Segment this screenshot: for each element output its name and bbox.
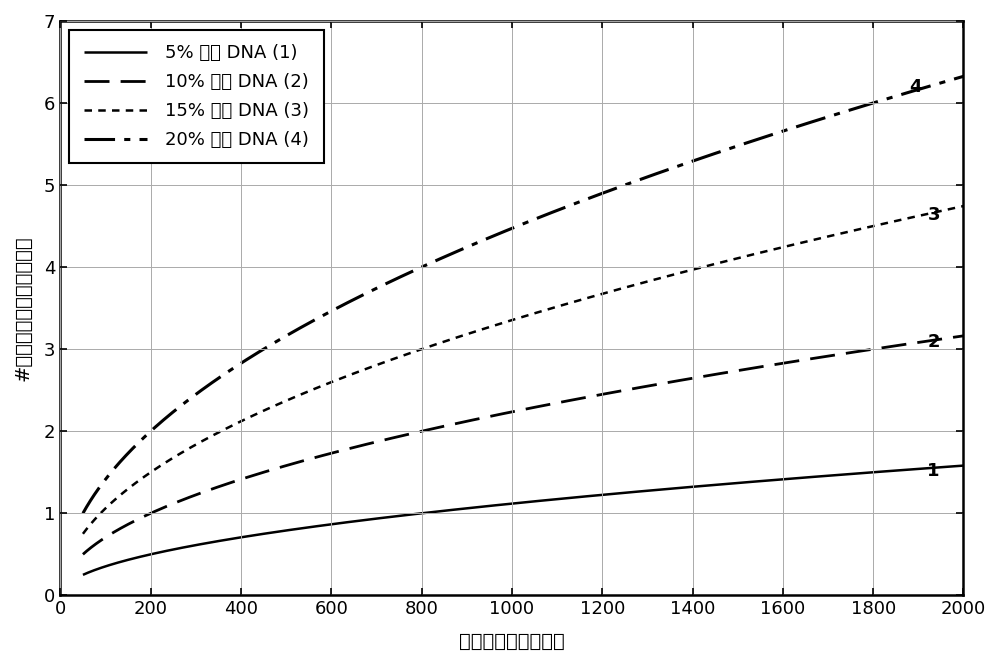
20% 胎儿 DNA (4) [505, 225, 517, 233]
5% 胎儿 DNA (1) [482, 502, 494, 510]
Line: 20% 胎儿 DNA (4): 20% 胎儿 DNA (4) [83, 76, 963, 513]
20% 胎儿 DNA (4) [770, 129, 782, 137]
5% 胎儿 DNA (1) [770, 476, 782, 484]
10% 胎儿 DNA (2) [932, 336, 944, 344]
10% 胎儿 DNA (2) [77, 551, 89, 559]
15% 胎儿 DNA (3) [932, 207, 944, 215]
15% 胎儿 DNA (3) [931, 207, 943, 215]
5% 胎儿 DNA (1) [931, 464, 943, 471]
Text: 4: 4 [909, 78, 922, 96]
10% 胎儿 DNA (2) [482, 413, 494, 421]
15% 胎儿 DNA (3) [957, 202, 969, 210]
Line: 10% 胎儿 DNA (2): 10% 胎儿 DNA (2) [83, 336, 963, 555]
Y-axis label: #理论上可实现的标准偏差: #理论上可实现的标准偏差 [14, 235, 33, 381]
Legend: 5% 胎儿 DNA (1), 10% 胎儿 DNA (2), 15% 胎儿 DNA (3), 20% 胎儿 DNA (4): 5% 胎儿 DNA (1), 10% 胎儿 DNA (2), 15% 胎儿 DN… [69, 30, 324, 164]
20% 胎儿 DNA (4) [122, 450, 134, 458]
5% 胎儿 DNA (1) [957, 462, 969, 469]
15% 胎儿 DNA (3) [770, 245, 782, 253]
20% 胎儿 DNA (4) [931, 80, 943, 88]
15% 胎儿 DNA (3) [482, 324, 494, 332]
10% 胎儿 DNA (2) [122, 521, 134, 529]
Line: 5% 胎儿 DNA (1): 5% 胎儿 DNA (1) [83, 465, 963, 575]
15% 胎儿 DNA (3) [505, 317, 517, 325]
5% 胎儿 DNA (1) [932, 464, 944, 471]
10% 胎儿 DNA (2) [770, 360, 782, 368]
X-axis label: 可检测的等位基因对: 可检测的等位基因对 [459, 632, 565, 651]
20% 胎儿 DNA (4) [932, 80, 944, 88]
15% 胎儿 DNA (3) [77, 530, 89, 538]
Text: 2: 2 [927, 332, 940, 350]
5% 胎儿 DNA (1) [505, 499, 517, 507]
Line: 15% 胎儿 DNA (3): 15% 胎儿 DNA (3) [83, 206, 963, 534]
Text: 1: 1 [927, 462, 940, 479]
10% 胎儿 DNA (2) [957, 332, 969, 340]
20% 胎儿 DNA (4) [482, 234, 494, 242]
5% 胎儿 DNA (1) [77, 571, 89, 579]
Text: 3: 3 [927, 205, 940, 223]
20% 胎儿 DNA (4) [77, 509, 89, 517]
5% 胎儿 DNA (1) [122, 556, 134, 564]
10% 胎儿 DNA (2) [505, 408, 517, 416]
20% 胎儿 DNA (4) [957, 72, 969, 80]
10% 胎儿 DNA (2) [931, 336, 943, 344]
15% 胎儿 DNA (3) [122, 485, 134, 493]
